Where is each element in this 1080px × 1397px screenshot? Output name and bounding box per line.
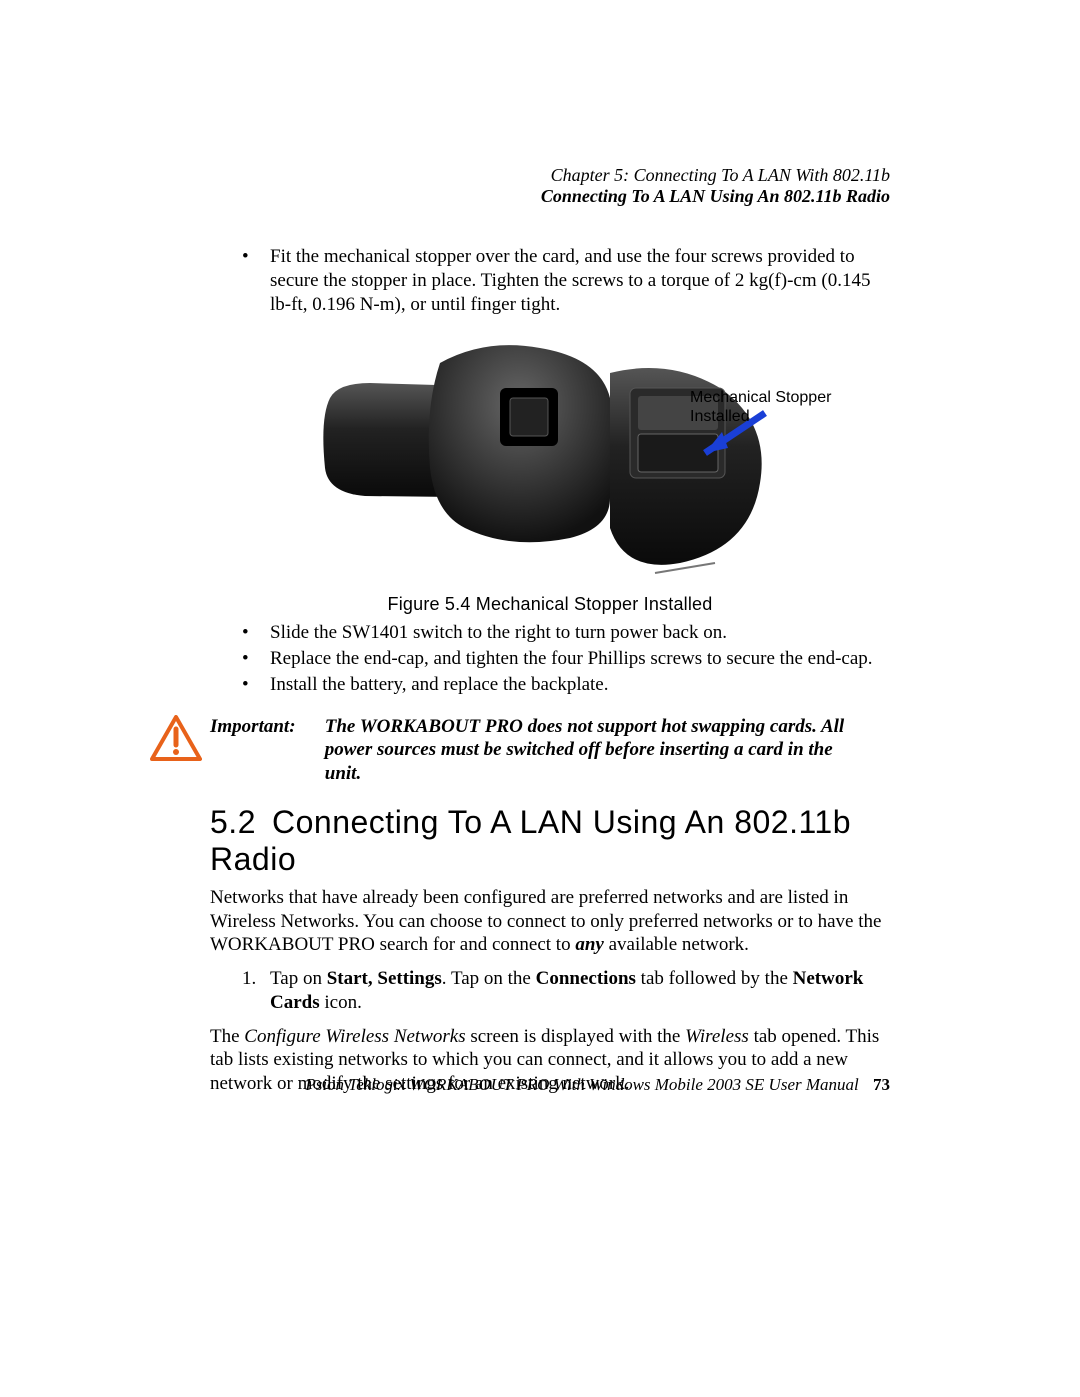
figure-callout: Mechanical Stopper Installed	[690, 388, 850, 426]
list-item: Slide the SW1401 switch to the right to …	[270, 621, 890, 645]
text-italic: Configure Wireless Networks	[244, 1026, 465, 1047]
text: icon.	[320, 992, 362, 1013]
text: tab followed by the	[636, 968, 793, 989]
section-title: Connecting To A LAN Using An 802.11b Rad…	[210, 186, 890, 207]
chapter-title: Chapter 5: Connecting To A LAN With 802.…	[210, 165, 890, 186]
text: Networks that have already been configur…	[210, 887, 881, 956]
text: Tap on	[270, 968, 327, 989]
page-content: Chapter 5: Connecting To A LAN With 802.…	[210, 165, 890, 1106]
device-illustration	[310, 328, 790, 588]
text: . Tap on the	[442, 968, 536, 989]
paragraph: Networks that have already been configur…	[210, 886, 890, 957]
text-italic: Wireless	[685, 1026, 749, 1047]
bullet-list-bottom: Slide the SW1401 switch to the right to …	[210, 621, 890, 696]
list-item: 1. Tap on Start, Settings. Tap on the Co…	[270, 967, 890, 1015]
important-label: Important:	[210, 715, 320, 739]
figure: Mechanical Stopper Installed Figure 5.4 …	[210, 328, 890, 615]
section-heading-text: Connecting To A LAN Using An 802.11b Rad…	[210, 804, 851, 877]
page-footer: Psion Teklogix WORKABOUT PRO With Window…	[210, 1075, 890, 1106]
section-heading: 5.2Connecting To A LAN Using An 802.11b …	[210, 804, 890, 878]
important-note: Important: The WORKABOUT PRO does not su…	[210, 715, 890, 786]
text: screen is displayed with the	[466, 1026, 686, 1047]
warning-icon	[150, 715, 206, 766]
text: available network.	[604, 934, 749, 955]
text-emphasis: any	[575, 934, 604, 955]
text: The	[210, 1026, 244, 1047]
footer-text: Psion Teklogix WORKABOUT PRO With Window…	[305, 1075, 858, 1094]
important-body: The WORKABOUT PRO does not support hot s…	[325, 715, 865, 786]
text-bold: Connections	[536, 968, 636, 989]
callout-line1: Mechanical Stopper	[690, 389, 831, 406]
numbered-list: 1. Tap on Start, Settings. Tap on the Co…	[210, 967, 890, 1015]
page-number: 73	[873, 1075, 890, 1094]
list-item: Fit the mechanical stopper over the card…	[270, 245, 890, 316]
section-number: 5.2	[210, 804, 272, 841]
bullet-list-top: Fit the mechanical stopper over the card…	[210, 245, 890, 316]
list-item: Replace the end-cap, and tighten the fou…	[270, 647, 890, 671]
page-header: Chapter 5: Connecting To A LAN With 802.…	[210, 165, 890, 207]
callout-line2: Installed	[690, 408, 750, 425]
figure-caption: Figure 5.4 Mechanical Stopper Installed	[210, 594, 890, 615]
list-item: Install the battery, and replace the bac…	[270, 673, 890, 697]
important-text: Important: The WORKABOUT PRO does not su…	[210, 715, 865, 786]
text-bold: Start, Settings	[327, 968, 442, 989]
step-number: 1.	[242, 967, 256, 991]
